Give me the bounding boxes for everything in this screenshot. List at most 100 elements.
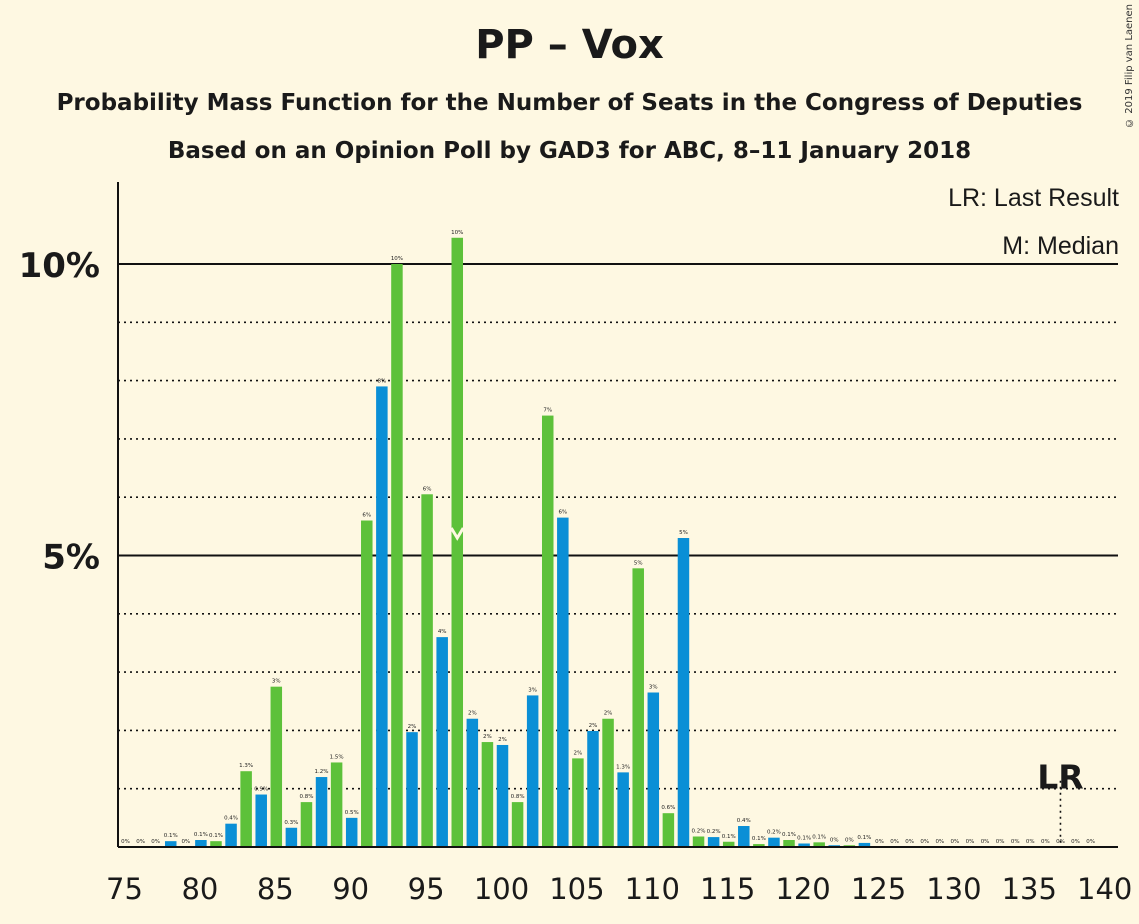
data-label-121: 0.1% <box>812 834 826 840</box>
bar-seat-97 <box>451 237 464 847</box>
bar-seat-119 <box>783 840 795 847</box>
data-label-110: 3% <box>649 685 658 691</box>
data-label-104: 6% <box>558 510 567 516</box>
data-label-112: 5% <box>679 530 688 536</box>
data-label-135: 0% <box>1026 839 1035 845</box>
x-tick-label: 120 <box>775 872 830 906</box>
bar-seat-112 <box>677 538 690 847</box>
median-marker <box>449 527 465 541</box>
bar-seat-106 <box>587 730 599 847</box>
data-label-83: 1.3% <box>239 763 253 769</box>
bar-seat-108 <box>617 772 629 847</box>
data-label-85: 3% <box>272 679 281 685</box>
bar-seat-86 <box>285 827 298 847</box>
bar-seat-88 <box>315 777 328 847</box>
data-label-78: 0.1% <box>164 833 178 839</box>
data-label-100: 2% <box>498 737 507 743</box>
x-tick-label: 95 <box>408 872 445 906</box>
bar-seat-78 <box>164 841 177 847</box>
bar-seat-89 <box>330 762 343 847</box>
data-label-127: 0% <box>905 839 914 845</box>
data-label-111: 0.6% <box>661 805 675 811</box>
data-label-113: 0.2% <box>692 829 706 835</box>
data-label-114: 0.2% <box>707 829 721 835</box>
data-label-115: 0.1% <box>722 834 736 840</box>
data-label-120: 0.1% <box>797 836 811 842</box>
data-label-94: 2% <box>408 724 417 730</box>
data-label-117: 0.1% <box>752 836 766 842</box>
bar-seat-102 <box>526 695 539 847</box>
bar-seat-90 <box>345 817 358 847</box>
legend-median: M: Median <box>1002 232 1119 260</box>
data-label-138: 0% <box>1071 839 1080 845</box>
bar-seat-95 <box>421 494 433 847</box>
chart-subtitle-2: Based on an Opinion Poll by GAD3 for ABC… <box>167 138 972 164</box>
x-tick-label: 90 <box>332 872 369 906</box>
data-label-126: 0% <box>890 839 899 845</box>
data-label-139: 0% <box>1086 839 1095 845</box>
data-label-106: 2% <box>589 723 598 729</box>
bar-seat-103 <box>541 415 554 847</box>
bar-seat-99 <box>481 742 494 847</box>
x-tick-label: 105 <box>549 872 604 906</box>
bar-seat-81 <box>210 841 222 847</box>
data-label-125: 0% <box>875 839 884 845</box>
y-tick-label: 5% <box>42 538 100 578</box>
data-label-130: 0% <box>951 839 960 845</box>
bar-seat-101 <box>511 802 524 847</box>
bar-seat-111 <box>662 813 675 847</box>
legend-last-result: LR: Last Result <box>948 184 1119 212</box>
x-tick-label: 100 <box>474 872 529 906</box>
x-tick-label: 85 <box>257 872 294 906</box>
data-label-108: 1.3% <box>616 764 630 770</box>
bar-seat-84 <box>255 794 267 847</box>
data-label-92: 8% <box>377 378 386 384</box>
data-label-93: 10% <box>391 256 403 262</box>
data-label-90: 0.5% <box>345 810 359 816</box>
data-label-132: 0% <box>981 839 990 845</box>
data-label-103: 7% <box>543 408 552 414</box>
data-label-131: 0% <box>966 839 975 845</box>
bar-seat-110 <box>647 692 660 847</box>
bar-seat-93 <box>391 264 403 847</box>
data-label-123: 0% <box>845 837 854 843</box>
bar-seat-116 <box>738 826 750 847</box>
x-tick-label: 140 <box>1077 872 1132 906</box>
y-tick-label: 10% <box>19 246 100 286</box>
bar-seat-114 <box>707 837 720 847</box>
data-label-102: 3% <box>528 687 537 693</box>
data-label-129: 0% <box>935 839 944 845</box>
data-label-133: 0% <box>996 839 1005 845</box>
data-label-87: 0.8% <box>299 794 313 800</box>
x-tick-label: 75 <box>106 872 143 906</box>
data-label-98: 2% <box>468 711 477 717</box>
data-label-109: 5% <box>634 560 643 566</box>
bar-seat-117 <box>753 844 765 847</box>
bar-seat-80 <box>195 840 207 847</box>
last-result-label: LR <box>1037 758 1083 797</box>
data-label-79: 0% <box>181 839 190 845</box>
data-label-124: 0.1% <box>857 835 871 841</box>
x-tick-label: 130 <box>926 872 981 906</box>
bar-seat-91 <box>361 520 373 847</box>
bar-seat-100 <box>496 744 509 847</box>
data-label-96: 4% <box>438 629 447 635</box>
x-tick-label: 135 <box>1002 872 1057 906</box>
bar-seat-92 <box>376 386 388 847</box>
data-label-95: 6% <box>423 486 432 492</box>
data-label-80: 0.1% <box>194 832 208 838</box>
data-label-86: 0.3% <box>284 820 298 826</box>
x-tick-label: 125 <box>851 872 906 906</box>
bar-seat-124 <box>858 842 871 847</box>
data-label-99: 2% <box>483 734 492 740</box>
x-tick-label: 115 <box>700 872 755 906</box>
bar-seat-98 <box>466 718 479 847</box>
data-label-97: 10% <box>451 230 463 236</box>
bar-seat-104 <box>557 517 569 847</box>
bar-seat-96 <box>436 637 448 847</box>
data-label-128: 0% <box>920 839 929 845</box>
data-label-107: 2% <box>604 711 613 717</box>
data-label-84: 0.9% <box>254 787 268 793</box>
bar-seat-118 <box>768 837 780 847</box>
data-label-101: 0.8% <box>511 794 525 800</box>
